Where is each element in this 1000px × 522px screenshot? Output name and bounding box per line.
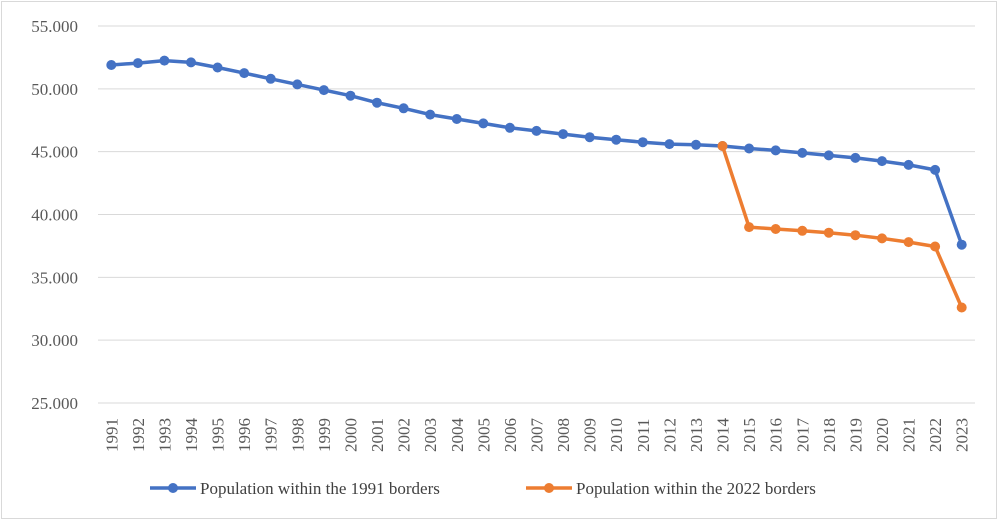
x-tick-label: 2015 (740, 418, 759, 452)
data-point (451, 114, 462, 124)
x-tick-label: 2003 (421, 418, 440, 452)
data-point (744, 143, 755, 154)
y-tick-label: 45.000 (31, 143, 78, 162)
data-point (318, 85, 329, 96)
legend-marker (544, 483, 554, 493)
x-tick-label: 2012 (660, 418, 679, 452)
series-group (106, 55, 967, 313)
data-point (877, 233, 887, 244)
x-tick-label: 1999 (315, 418, 334, 452)
x-tick-label: 1992 (129, 418, 148, 452)
data-point (372, 97, 382, 108)
y-tick-label: 55.000 (31, 17, 78, 36)
x-tick-label: 2022 (926, 418, 945, 452)
data-point (903, 159, 914, 170)
legend-label: Population within the 1991 borders (200, 479, 440, 498)
x-tick-label: 2023 (953, 418, 972, 452)
x-tick-label: 1996 (235, 418, 254, 452)
x-tick-label: 2021 (900, 418, 919, 452)
x-tick-label: 2008 (554, 418, 573, 452)
data-point (345, 90, 356, 101)
y-axis-ticks: 25.000 30.000 35.000 40.000 45.000 50.000 55.0… (31, 17, 78, 413)
data-point (239, 68, 250, 79)
x-tick-label: 1998 (288, 418, 307, 452)
x-tick-label: 1997 (262, 418, 281, 453)
y-tick-label: 40.000 (31, 206, 78, 225)
x-tick-label: 2016 (767, 418, 786, 452)
legend-marker (168, 483, 178, 493)
x-tick-label: 2006 (501, 418, 520, 452)
data-point (637, 137, 648, 148)
x-tick-label: 2019 (846, 418, 865, 452)
y-tick-label: 25.000 (31, 394, 78, 413)
x-tick-label: 1991 (102, 418, 121, 452)
data-point (797, 147, 808, 158)
x-tick-label: 2018 (820, 418, 839, 452)
x-tick-label: 2017 (793, 418, 812, 453)
data-point (558, 129, 569, 140)
data-point (797, 225, 808, 236)
data-point (478, 118, 489, 129)
data-point (850, 152, 861, 163)
x-tick-label: 2020 (873, 418, 892, 452)
data-point (770, 224, 781, 234)
data-point (132, 58, 143, 69)
data-point (398, 103, 409, 114)
x-tick-label: 2010 (607, 418, 626, 452)
y-tick-label: 35.000 (31, 268, 78, 287)
x-axis-ticks: 1991 1992 1993 1994 1995 1996 1997 1998 1999 2000… (102, 418, 971, 453)
series-line-1 (111, 58, 964, 246)
data-point (770, 145, 781, 156)
data-point (850, 230, 861, 241)
legend: Population within the 1991 borders Popula… (150, 479, 816, 498)
y-tick-label: 30.000 (31, 331, 78, 350)
data-point (584, 132, 595, 143)
data-point (106, 60, 117, 70)
data-point (664, 139, 675, 150)
x-tick-label: 2014 (714, 418, 733, 453)
x-tick-label: 2004 (448, 418, 467, 453)
data-point (956, 239, 967, 250)
x-tick-label: 2011 (634, 419, 653, 452)
x-tick-label: 2013 (687, 418, 706, 452)
data-point (292, 79, 303, 90)
data-point (744, 222, 755, 233)
x-tick-label: 2002 (395, 418, 414, 452)
data-point (186, 57, 196, 68)
gridlines (98, 25, 975, 341)
data-point (691, 139, 701, 150)
data-point (531, 125, 542, 136)
x-tick-label: 2005 (474, 418, 493, 452)
y-tick-label: 50.000 (31, 80, 78, 99)
data-point (930, 241, 941, 252)
x-tick-label: 1995 (209, 418, 228, 452)
data-point (265, 73, 276, 84)
x-tick-label: 2009 (581, 418, 600, 452)
x-tick-label: 1993 (155, 418, 174, 452)
data-point (425, 109, 436, 120)
x-tick-label: 2007 (528, 418, 547, 453)
data-point (504, 122, 515, 133)
data-point (212, 62, 223, 73)
series-line-2 (720, 145, 964, 309)
data-point (956, 302, 967, 313)
data-point (823, 227, 834, 238)
data-point (611, 134, 622, 145)
x-tick-label: 1994 (182, 418, 201, 453)
data-point (903, 237, 914, 248)
x-tick-label: 2000 (341, 418, 360, 452)
data-point (717, 141, 728, 151)
data-point (823, 150, 834, 161)
data-point (877, 156, 887, 167)
data-point (159, 55, 170, 66)
x-tick-label: 2001 (368, 418, 387, 452)
data-point (930, 164, 941, 175)
legend-label: Population within the 2022 borders (576, 479, 816, 498)
